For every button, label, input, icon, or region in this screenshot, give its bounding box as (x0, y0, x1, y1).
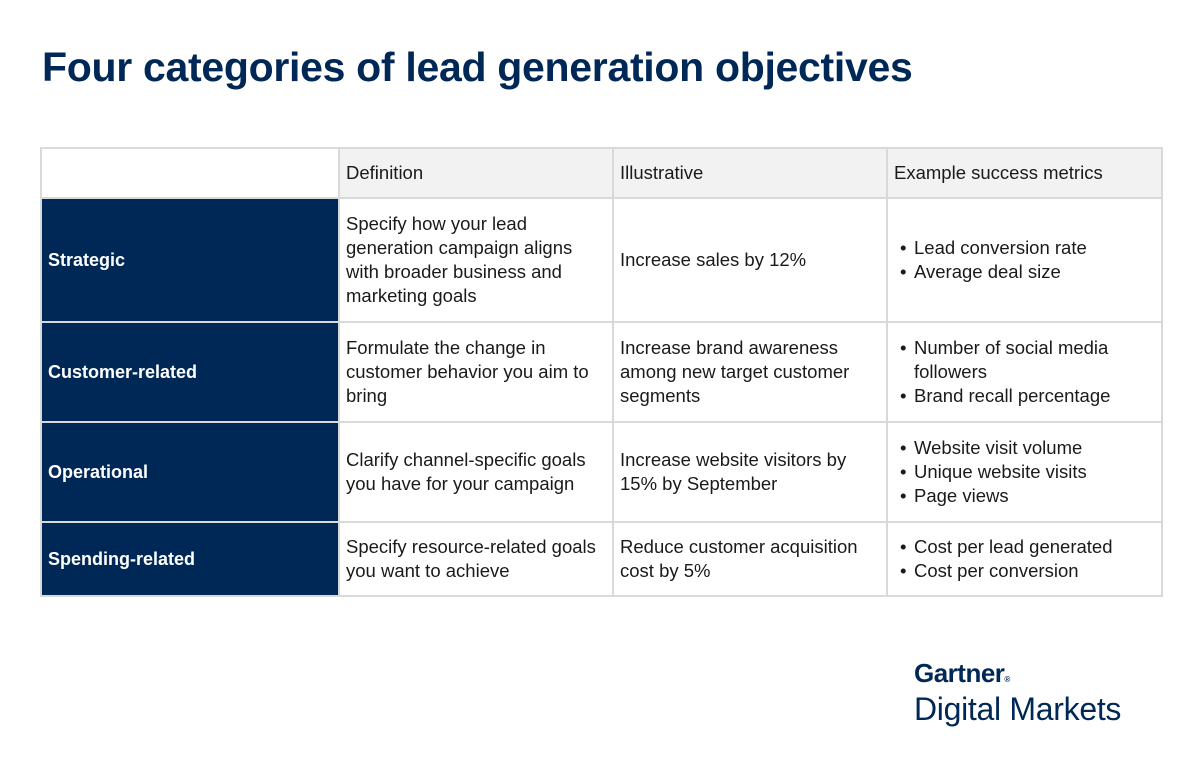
page-title: Four categories of lead generation objec… (42, 44, 913, 90)
metric-item: Lead conversion rate (894, 236, 1155, 260)
category-cell: Spending-related (40, 521, 340, 597)
logo-product: Digital Markets (914, 691, 1122, 727)
metric-item: Unique website visits (894, 460, 1155, 484)
illustrative-cell: Reduce customer acquisition cost by 5% (612, 521, 888, 597)
category-cell: Operational (40, 421, 340, 523)
table-header-row: Definition Illustrative Example success … (40, 147, 1163, 199)
metrics-list: Lead conversion rateAverage deal size (894, 236, 1155, 284)
metrics-cell: Lead conversion rateAverage deal size (886, 197, 1163, 323)
metrics-cell: Number of social media followersBrand re… (886, 321, 1163, 423)
category-cell: Strategic (40, 197, 340, 323)
metric-item: Number of social media followers (894, 336, 1155, 384)
metric-item: Average deal size (894, 260, 1155, 284)
objectives-table: Definition Illustrative Example success … (40, 147, 1163, 597)
illustrative-cell: Increase brand awareness among new targe… (612, 321, 888, 423)
header-metrics: Example success metrics (886, 147, 1163, 199)
metric-item: Cost per lead generated (894, 535, 1155, 559)
illustrative-cell: Increase sales by 12% (612, 197, 888, 323)
illustrative-cell: Increase website visitors by 15% by Sept… (612, 421, 888, 523)
metrics-cell: Cost per lead generatedCost per conversi… (886, 521, 1163, 597)
definition-cell: Formulate the change in customer behavio… (338, 321, 614, 423)
table-row: Operational Clarify channel-specific goa… (40, 421, 1163, 523)
header-illustrative: Illustrative (612, 147, 888, 199)
header-definition: Definition (338, 147, 614, 199)
metric-item: Cost per conversion (894, 559, 1155, 583)
logo-registered: ® (1004, 675, 1010, 684)
header-blank (40, 147, 340, 199)
definition-cell: Clarify channel-specific goals you have … (338, 421, 614, 523)
metrics-list: Website visit volumeUnique website visit… (894, 436, 1155, 508)
definition-cell: Specify resource-related goals you want … (338, 521, 614, 597)
definition-cell: Specify how your lead generation campaig… (338, 197, 614, 323)
category-cell: Customer-related (40, 321, 340, 423)
metric-item: Page views (894, 484, 1155, 508)
table-row: Strategic Specify how your lead generati… (40, 197, 1163, 323)
metrics-cell: Website visit volumeUnique website visit… (886, 421, 1163, 523)
metric-item: Brand recall percentage (894, 384, 1155, 408)
logo-brand: Gartner (914, 658, 1005, 688)
table-row: Spending-related Specify resource-relate… (40, 521, 1163, 597)
gartner-digital-markets-logo: Gartner® Digital Markets (914, 658, 1121, 728)
table-row: Customer-related Formulate the change in… (40, 321, 1163, 423)
metrics-list: Number of social media followersBrand re… (894, 336, 1155, 408)
metric-item: Website visit volume (894, 436, 1155, 460)
metrics-list: Cost per lead generatedCost per conversi… (894, 535, 1155, 583)
